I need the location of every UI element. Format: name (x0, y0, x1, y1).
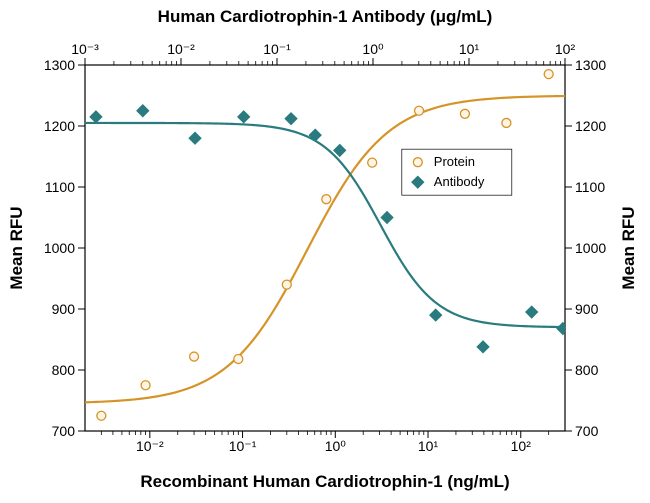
svg-text:10⁻³: 10⁻³ (71, 41, 99, 57)
svg-text:1300: 1300 (575, 57, 606, 73)
svg-text:1000: 1000 (44, 240, 75, 256)
svg-text:1000: 1000 (575, 240, 606, 256)
svg-text:10⁰: 10⁰ (325, 438, 347, 454)
svg-text:10⁰: 10⁰ (362, 41, 384, 57)
svg-text:1100: 1100 (45, 179, 75, 195)
svg-text:900: 900 (575, 301, 599, 317)
svg-text:800: 800 (52, 362, 76, 378)
svg-text:1200: 1200 (44, 118, 75, 134)
svg-text:Protein: Protein (434, 154, 475, 169)
chart-container: 10⁻² 10⁻¹ 10⁰ 10¹ 10² 10⁻³ 10⁻² 10⁻¹ 10⁰ 10¹ 10² 70… (0, 0, 650, 503)
svg-text:1100: 1100 (575, 179, 605, 195)
svg-text:10⁻¹: 10⁻¹ (263, 41, 291, 57)
svg-text:700: 700 (575, 423, 599, 439)
svg-text:1200: 1200 (575, 118, 606, 134)
svg-text:900: 900 (52, 301, 76, 317)
svg-text:700: 700 (52, 423, 76, 439)
svg-text:800: 800 (575, 362, 599, 378)
svg-text:Mean RFU: Mean RFU (7, 206, 26, 289)
svg-text:10⁻¹: 10⁻¹ (229, 438, 257, 454)
svg-text:10⁻²: 10⁻² (167, 41, 195, 57)
svg-text:10¹: 10¹ (418, 438, 439, 454)
svg-text:10²: 10² (555, 41, 576, 57)
svg-text:10²: 10² (511, 438, 532, 454)
svg-text:Antibody: Antibody (434, 174, 485, 189)
svg-text:Mean RFU: Mean RFU (619, 206, 638, 289)
legend: Protein Antibody (402, 149, 512, 195)
svg-text:1300: 1300 (44, 57, 75, 73)
svg-text:10⁻²: 10⁻² (136, 438, 164, 454)
svg-text:Human Cardiotrophin-1 Antibody: Human Cardiotrophin-1 Antibody (μg/mL) (158, 7, 493, 26)
svg-text:10¹: 10¹ (459, 41, 480, 57)
dose-response-chart: 10⁻² 10⁻¹ 10⁰ 10¹ 10² 10⁻³ 10⁻² 10⁻¹ 10⁰ 10¹ 10² 70… (0, 0, 650, 503)
svg-text:Recombinant Human Cardiotrophi: Recombinant Human Cardiotrophin-1 (ng/mL… (140, 472, 509, 491)
